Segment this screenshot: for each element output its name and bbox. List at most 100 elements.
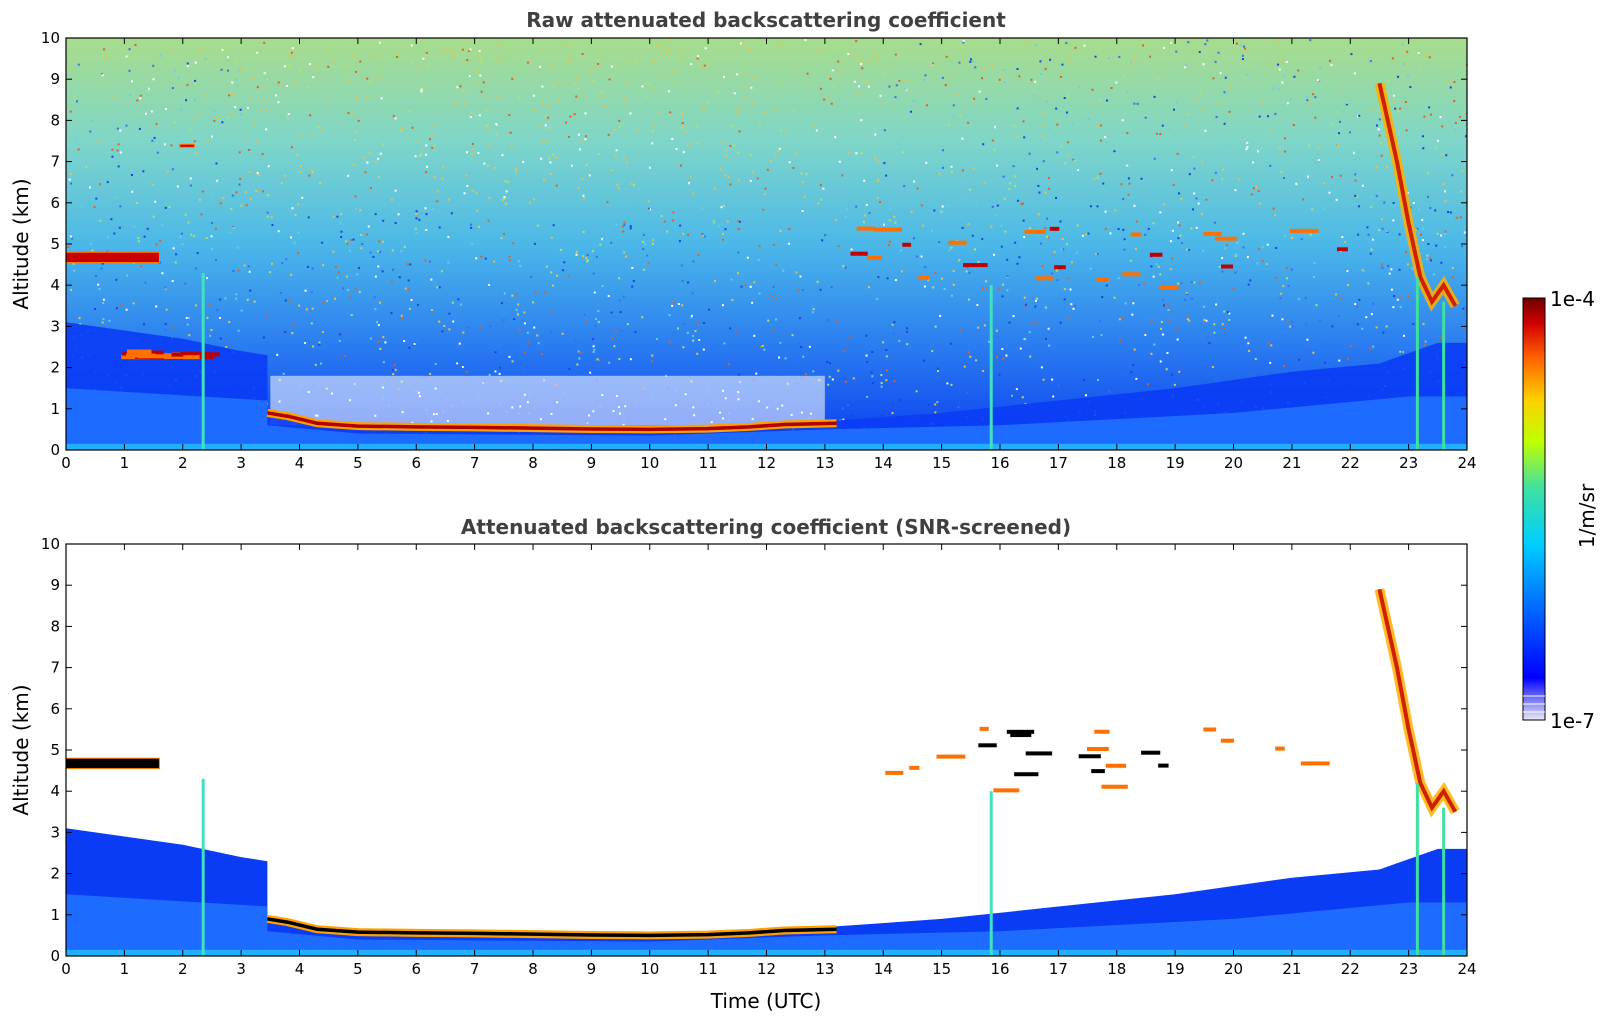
noise-speck <box>1275 276 1278 279</box>
noise-speck <box>788 242 791 245</box>
raw-heatmap-image <box>66 38 1467 450</box>
noise-speck <box>967 223 970 226</box>
noise-speck <box>1127 366 1130 369</box>
noise-speck <box>720 206 723 209</box>
noise-speck <box>1177 237 1180 240</box>
noise-speck <box>295 80 298 83</box>
noise-speck <box>255 189 258 192</box>
noise-speck <box>523 311 526 314</box>
noise-speck <box>146 227 149 230</box>
noise-speck <box>1034 80 1037 83</box>
noise-speck <box>690 63 693 66</box>
noise-speck <box>1274 112 1277 115</box>
noise-speck <box>317 125 320 128</box>
noise-speck <box>365 233 368 236</box>
x-tick-label: 23 <box>1399 960 1418 978</box>
noise-speck <box>550 311 553 314</box>
noise-speck <box>480 90 483 93</box>
noise-speck <box>1172 108 1175 111</box>
x-tick-label: 22 <box>1341 454 1360 472</box>
noise-speck <box>194 304 197 307</box>
noise-speck <box>742 42 745 45</box>
noise-speck <box>885 379 888 382</box>
y-tick-label: 1 <box>50 906 60 924</box>
noise-speck <box>541 100 544 103</box>
noise-speck <box>860 152 863 155</box>
noise-speck <box>549 161 552 164</box>
noise-speck <box>996 356 999 359</box>
noise-speck <box>592 66 595 69</box>
noise-speck <box>147 90 150 93</box>
noise-speck <box>746 256 749 259</box>
noise-speck <box>441 330 444 333</box>
noise-speck <box>382 361 385 364</box>
noise-speck <box>231 194 234 197</box>
noise-speck <box>1046 100 1049 103</box>
noise-speck <box>338 339 341 342</box>
noise-speck <box>488 283 491 286</box>
noise-speck <box>1356 323 1359 326</box>
noise-speck <box>332 60 335 63</box>
noise-speck <box>780 129 783 132</box>
noise-speck <box>297 203 300 206</box>
noise-speck <box>1121 316 1124 319</box>
noise-speck <box>1215 115 1218 118</box>
noise-speck <box>892 332 895 335</box>
noise-speck <box>296 154 299 157</box>
noise-speck <box>651 242 654 245</box>
noise-speck <box>1398 233 1401 236</box>
noise-speck <box>1012 165 1015 168</box>
noise-speck <box>1042 136 1045 139</box>
noise-speck <box>1354 179 1357 182</box>
noise-speck <box>627 80 630 83</box>
noise-speck <box>194 82 197 85</box>
noise-speck <box>171 87 174 90</box>
noise-speck <box>585 318 588 321</box>
noise-speck <box>1036 297 1039 300</box>
noise-speck <box>1096 176 1099 179</box>
noise-speck <box>613 345 616 348</box>
noise-speck <box>1213 323 1216 326</box>
noise-speck <box>680 264 683 267</box>
noise-speck <box>1187 248 1190 251</box>
noise-speck <box>1114 209 1117 212</box>
noise-speck <box>345 76 348 79</box>
noise-speck <box>190 233 193 236</box>
noise-speck <box>1001 295 1004 298</box>
noise-speck <box>891 412 894 415</box>
noise-speck <box>415 217 418 220</box>
noise-speck <box>690 314 693 317</box>
noise-speck <box>763 348 766 351</box>
noise-speck <box>778 366 781 369</box>
x-tick-label: 9 <box>587 960 597 978</box>
noise-speck <box>692 260 695 263</box>
noise-speck <box>93 205 96 208</box>
noise-speck <box>876 197 879 200</box>
noise-speck <box>894 221 897 224</box>
noise-speck <box>574 78 577 81</box>
noise-speck <box>1266 243 1269 246</box>
noise-speck <box>885 369 888 372</box>
noise-speck <box>1069 288 1072 291</box>
noise-speck <box>584 138 587 141</box>
noise-speck <box>501 199 504 202</box>
noise-speck <box>1221 168 1224 171</box>
noise-speck <box>982 369 985 372</box>
noise-speck <box>763 111 766 114</box>
noise-speck <box>1392 94 1395 97</box>
noise-speck <box>1440 234 1443 237</box>
noise-speck <box>831 69 834 72</box>
snr-y-axis-label: Altitude (km) <box>9 684 33 815</box>
noise-speck <box>1040 73 1043 76</box>
noise-speck <box>291 47 294 50</box>
noise-speck <box>619 310 622 313</box>
noise-speck <box>240 309 243 312</box>
raw-y-axis-label: Altitude (km) <box>9 178 33 309</box>
noise-speck <box>147 87 150 90</box>
noise-speck <box>136 99 139 102</box>
raw-panel: Raw attenuated backscattering coefficien… <box>9 8 1477 472</box>
noise-speck <box>868 211 871 214</box>
noise-speck <box>1027 42 1030 45</box>
noise-speck <box>419 155 422 158</box>
noise-speck <box>838 75 841 78</box>
